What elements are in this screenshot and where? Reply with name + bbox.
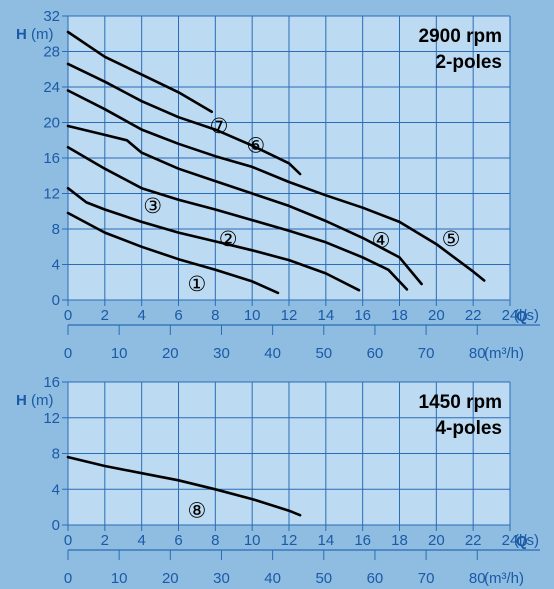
- series-curve-4: [66, 124, 423, 286]
- x-tick-label: 2: [101, 532, 109, 549]
- series-label: ⑥: [246, 134, 265, 158]
- series-curve-2: [66, 186, 361, 292]
- series-curve-3: [66, 146, 409, 291]
- x2-tick-label: 60: [367, 345, 384, 362]
- y-axis-title-bold: H: [16, 392, 27, 409]
- x2-tick-label: 70: [418, 345, 435, 362]
- x-tick-label: 4: [137, 532, 145, 549]
- x-tick-label: 8: [211, 307, 219, 324]
- x-tick-label: 18: [391, 307, 408, 324]
- x-tick-label: 20: [428, 532, 445, 549]
- x2-tick-label: 10: [111, 570, 128, 587]
- x2-tick-label: 20: [162, 570, 179, 587]
- x-tick-label: 12: [281, 532, 298, 549]
- x2-tick-label: 30: [213, 570, 230, 587]
- x-tick-label: 10: [244, 307, 261, 324]
- series-curve-6: [66, 62, 302, 176]
- y-tick-label: 12: [43, 186, 60, 203]
- y-tick-label: 12: [43, 410, 60, 427]
- x2-axis-unit: (m³/h): [484, 345, 524, 362]
- x2-axis-unit: (m³/h): [484, 570, 524, 587]
- x-tick-label: 2: [101, 307, 109, 324]
- x2-tick-label: 80: [469, 570, 486, 587]
- x-tick-label: 6: [174, 307, 182, 324]
- series-curve-7: [66, 30, 213, 114]
- series-curve-5: [66, 89, 486, 282]
- y-tick-label: 0: [52, 517, 60, 534]
- y-tick-label: 16: [43, 374, 60, 391]
- x-tick-label: 22: [465, 532, 482, 549]
- x2-tick-label: 80: [469, 345, 486, 362]
- x-tick-label: 6: [174, 532, 182, 549]
- x2-axis-title: Q: [516, 533, 528, 550]
- x2-tick-label: 0: [64, 570, 72, 587]
- y-tick-label: 8: [52, 221, 60, 238]
- x-tick-label: 24: [502, 532, 519, 549]
- x2-tick-label: 30: [213, 345, 230, 362]
- x2-tick-label: 10: [111, 345, 128, 362]
- x-tick-label: 4: [137, 307, 145, 324]
- x2-tick-label: 50: [315, 570, 332, 587]
- y-tick-label: 4: [52, 481, 60, 498]
- chart-title: 1450 rpm: [419, 392, 502, 413]
- x-tick-label: 10: [244, 532, 261, 549]
- x2-tick-label: 60: [367, 570, 384, 587]
- x-tick-label: 0: [64, 307, 72, 324]
- x2-tick-label: 70: [418, 570, 435, 587]
- series-label: ⑦: [210, 114, 229, 138]
- x2-axis-title: Q: [516, 308, 528, 325]
- x2-tick-label: 40: [264, 570, 281, 587]
- y-tick-label: 4: [52, 257, 60, 274]
- y-axis-title-bold: H: [16, 26, 27, 43]
- y-axis-title-unit: (m): [27, 26, 54, 43]
- series-curve-1: [66, 211, 280, 295]
- x2-tick-label: 20: [162, 345, 179, 362]
- y-tick-label: 24: [43, 79, 60, 96]
- series-label: ⑤: [442, 227, 461, 251]
- x-tick-label: 18: [391, 532, 408, 549]
- y-tick-label: 8: [52, 446, 60, 463]
- y-axis-title: H (m): [16, 392, 54, 409]
- x-tick-label: 12: [281, 307, 298, 324]
- x-tick-label: 14: [317, 532, 334, 549]
- x2-tick-label: 50: [315, 345, 332, 362]
- chart-subtitle: 4-poles: [435, 418, 502, 439]
- x-tick-label: 16: [354, 532, 371, 549]
- x-tick-label: 0: [64, 532, 72, 549]
- series-curve-1: [66, 455, 302, 517]
- series-label: ②: [219, 227, 238, 251]
- y-axis-title: H (m): [16, 26, 54, 43]
- y-axis-title-unit: (m): [27, 392, 54, 409]
- y-tick-label: 32: [43, 8, 60, 25]
- y-tick-label: 16: [43, 150, 60, 167]
- chart-title: 2900 rpm: [419, 26, 502, 47]
- x-tick-label: 14: [317, 307, 334, 324]
- x-axis-unit: (l/s): [514, 307, 539, 324]
- x-tick-label: 20: [428, 307, 445, 324]
- x-tick-label: 24: [502, 307, 519, 324]
- y-tick-label: 20: [43, 115, 60, 132]
- series-label: ⑧: [188, 499, 207, 523]
- chart-subtitle: 2-poles: [435, 52, 502, 73]
- x-tick-label: 16: [354, 307, 371, 324]
- x2-tick-label: 40: [264, 345, 281, 362]
- y-tick-label: 28: [43, 44, 60, 61]
- x2-tick-label: 0: [64, 345, 72, 362]
- y-tick-label: 0: [52, 292, 60, 309]
- x-tick-label: 8: [211, 532, 219, 549]
- x-axis-unit: (l/s): [514, 532, 539, 549]
- series-label: ①: [188, 272, 207, 296]
- series-label: ④: [372, 229, 391, 253]
- x-tick-label: 22: [465, 307, 482, 324]
- series-label: ③: [143, 194, 162, 218]
